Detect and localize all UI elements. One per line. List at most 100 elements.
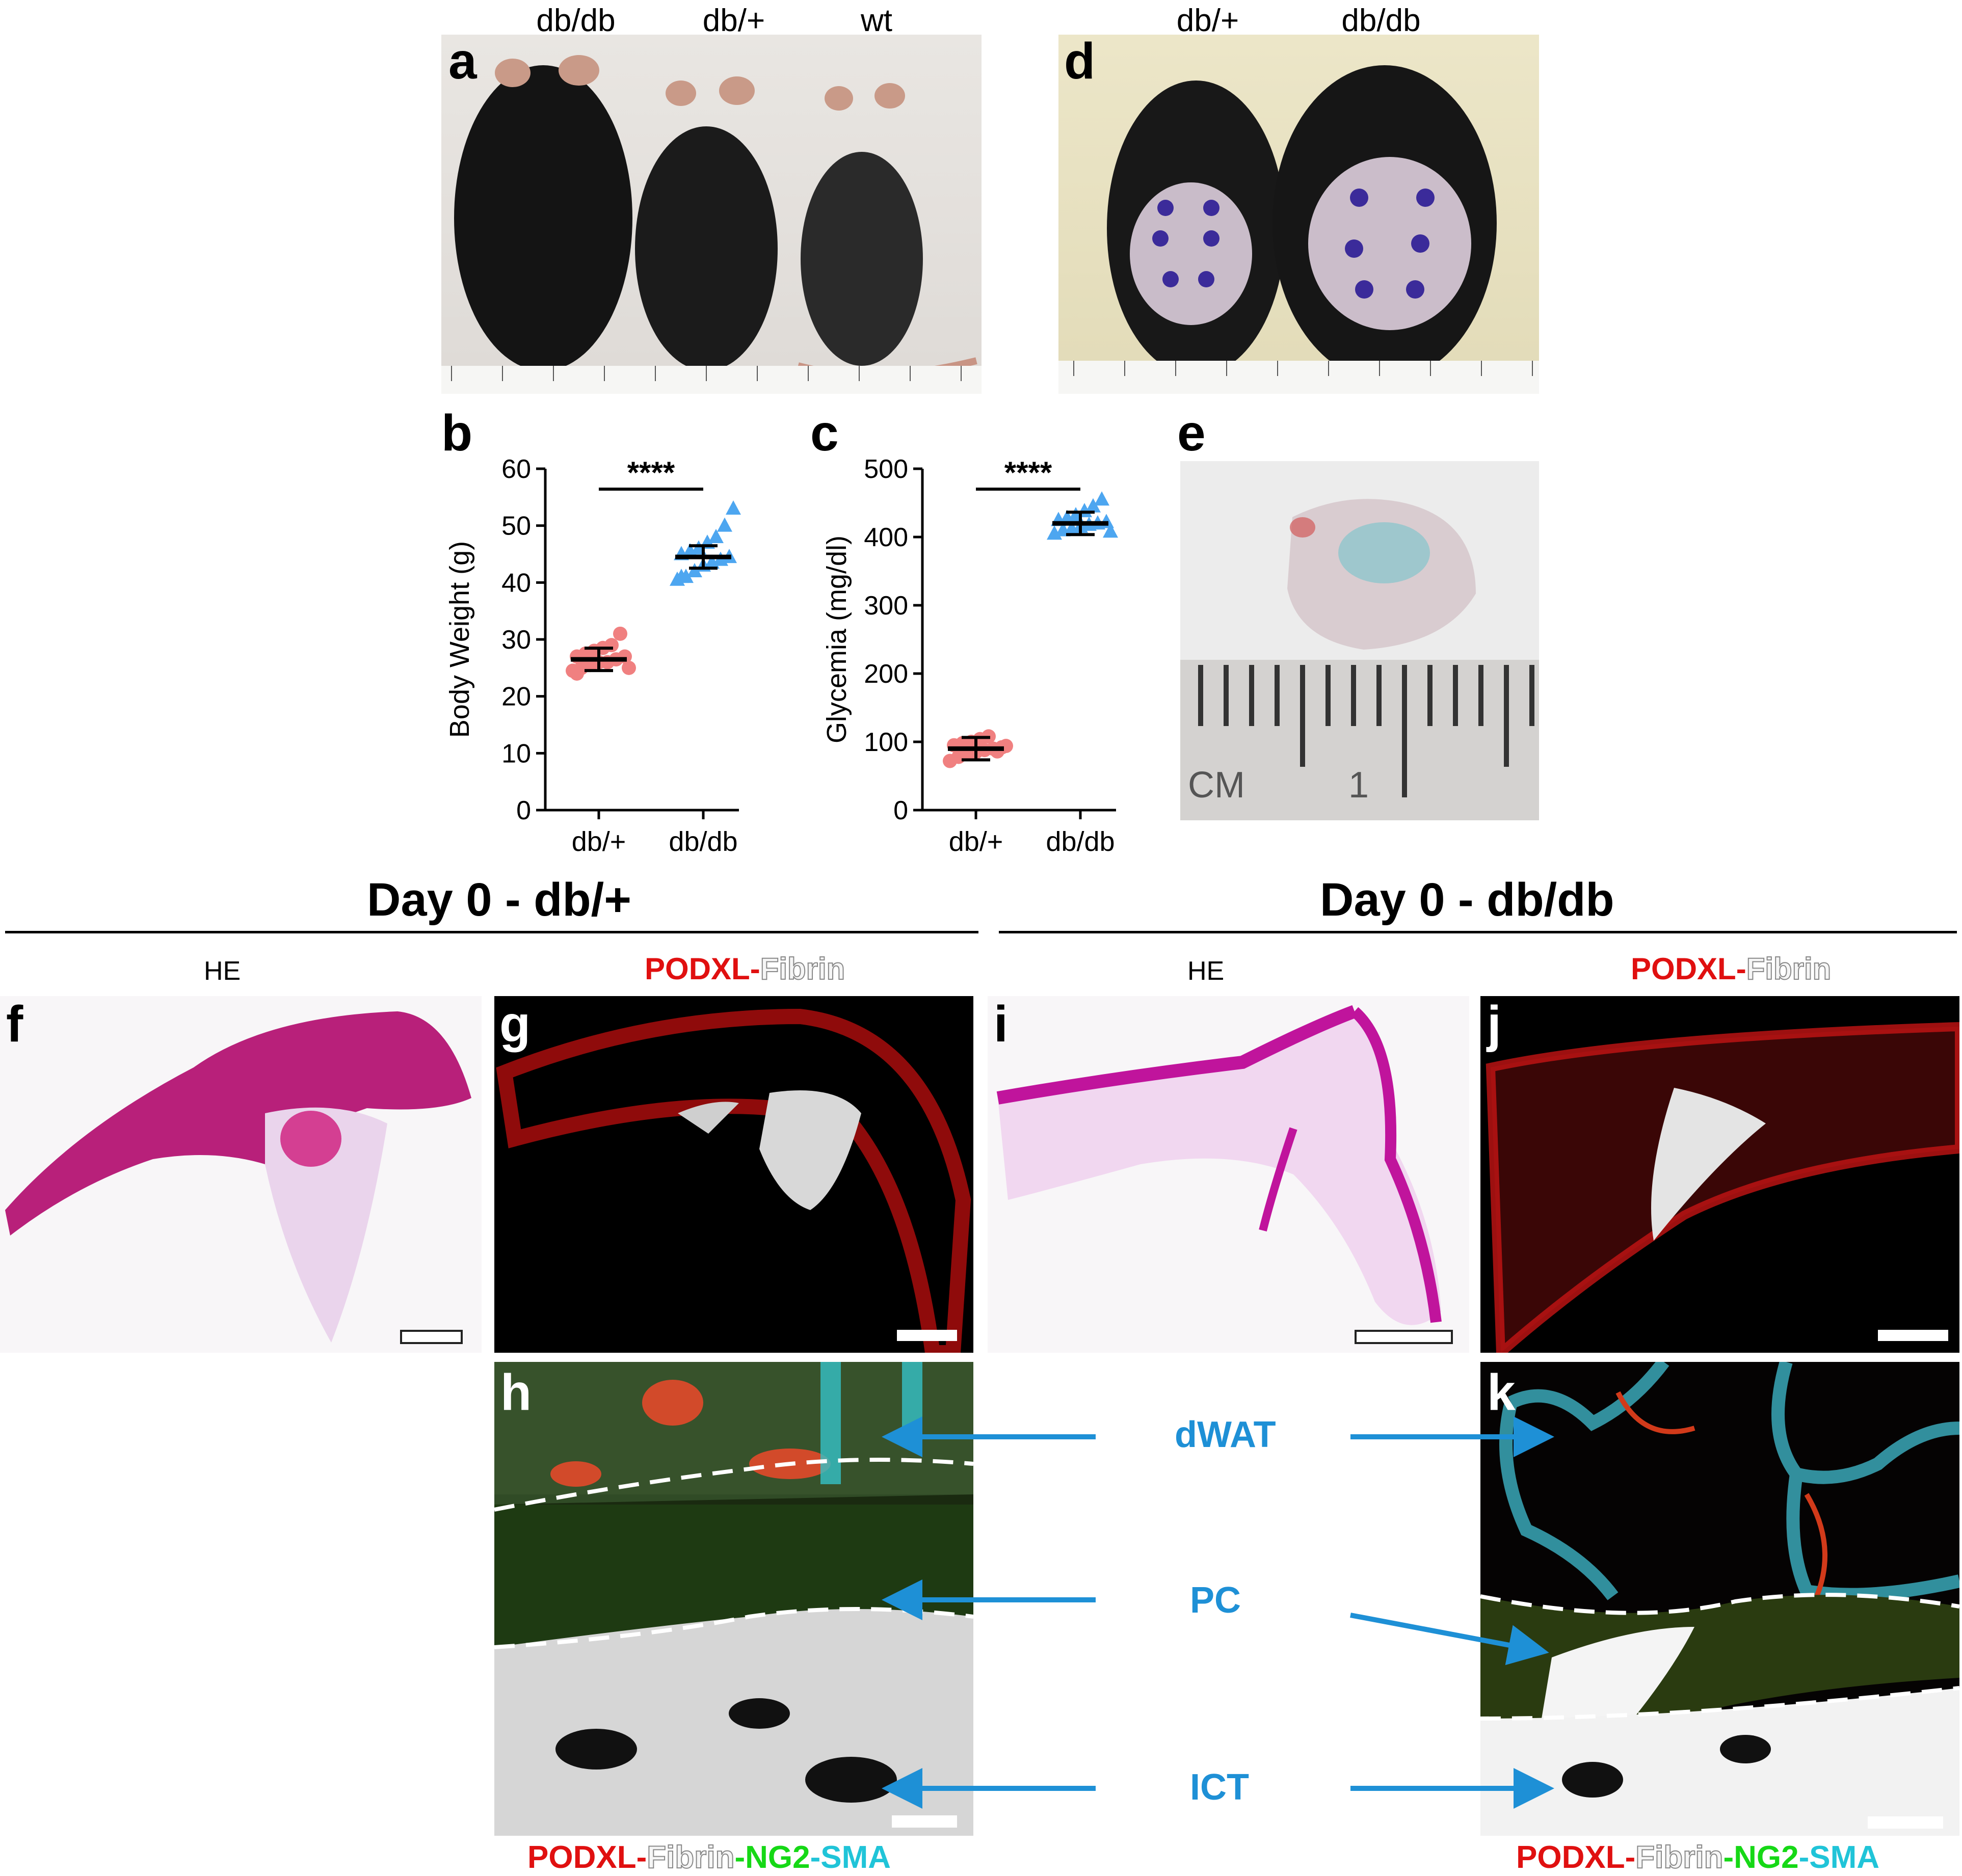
y-tick-label: 60 bbox=[501, 454, 531, 484]
y-tick-label: 400 bbox=[864, 523, 908, 552]
scale-bar bbox=[1868, 1816, 1943, 1829]
y-tick-label: 300 bbox=[864, 591, 908, 621]
y-tick-label: 50 bbox=[501, 512, 531, 541]
data-point bbox=[604, 638, 619, 653]
panel-d-label-dbplus: db/+ bbox=[1176, 3, 1239, 38]
data-point bbox=[726, 500, 741, 515]
stain-podxl: PODXL bbox=[1631, 952, 1736, 986]
podxl-fibrin-illustration bbox=[496, 1008, 971, 1353]
significance-label: **** bbox=[627, 455, 675, 490]
he-tissue-illustration bbox=[5, 1011, 471, 1343]
panel-j-stain-label: PODXL-Fibrin bbox=[1631, 952, 1832, 986]
stain-dash: - bbox=[1723, 1840, 1734, 1875]
stain-fibrin: Fibrin bbox=[760, 952, 846, 986]
panel-k-letter: k bbox=[1487, 1364, 1516, 1421]
data-point bbox=[613, 626, 627, 641]
section-title-right: Day 0 - db/db bbox=[1320, 874, 1614, 926]
data-point bbox=[570, 666, 584, 681]
y-tick-label: 100 bbox=[864, 728, 908, 757]
panel-a-letter: a bbox=[448, 33, 477, 90]
layer-label-dwat: dWAT bbox=[1175, 1414, 1276, 1455]
y-axis-label: Glycemia (mg/dl) bbox=[821, 535, 852, 743]
data-point bbox=[1103, 523, 1118, 538]
y-tick-label: 20 bbox=[501, 682, 531, 712]
panel-d-label-dbdb: db/db bbox=[1341, 3, 1421, 38]
stain-podxl: PODXL bbox=[645, 952, 750, 986]
panel-a-label-dbplus: db/+ bbox=[702, 3, 765, 38]
x-tick-label: db/db bbox=[1046, 826, 1115, 857]
y-tick-label: 200 bbox=[864, 659, 908, 689]
panel-i-stain-label: HE bbox=[1187, 956, 1225, 986]
section-title-left: Day 0 - db/+ bbox=[367, 874, 631, 926]
stain-dash: - bbox=[1625, 1840, 1636, 1875]
y-tick-label: 40 bbox=[501, 568, 531, 598]
x-tick-label: db/db bbox=[669, 826, 737, 857]
stain-podxl: PODXL bbox=[1516, 1840, 1625, 1875]
stain-dash: - bbox=[750, 952, 760, 986]
data-point bbox=[622, 660, 636, 675]
panel-a-mice-photo bbox=[441, 35, 982, 394]
scale-bar bbox=[400, 1330, 463, 1344]
panel-e-wound-photo: CM 1 bbox=[1180, 461, 1539, 820]
ruler-mark-label: 1 bbox=[1348, 765, 1369, 806]
x-tick-label: db/+ bbox=[949, 826, 1003, 857]
stain-dash: - bbox=[734, 1840, 746, 1875]
stain-dash: - bbox=[636, 1840, 647, 1875]
glycemia-chart: Glycemia (mg/dl) 0 100 200 300 400 500 db/+ db/d… bbox=[821, 454, 1118, 857]
panel-i-he-image bbox=[988, 996, 1469, 1353]
panel-j-fluorescence-image bbox=[1480, 996, 1959, 1353]
significance-label: **** bbox=[1004, 455, 1052, 490]
panel-c-letter: c bbox=[810, 405, 839, 462]
stain-sma: SMA bbox=[820, 1840, 891, 1875]
panel-h-letter: h bbox=[500, 1364, 532, 1421]
panel-d-mice-photo bbox=[1058, 35, 1539, 394]
y-tick-label: 500 bbox=[864, 454, 908, 484]
scale-bar bbox=[892, 1815, 957, 1828]
he-tissue-illustration bbox=[996, 1005, 1442, 1325]
scale-bar bbox=[897, 1330, 957, 1341]
data-point bbox=[687, 563, 702, 577]
body-weight-chart: Body Weight (g) 0 10 20 30 40 50 60 db/+ db/db ***… bbox=[444, 454, 741, 857]
stain-ng2: NG2 bbox=[745, 1840, 810, 1875]
quad-stain-illustration bbox=[494, 1362, 973, 1836]
stain-fibrin: Fibrin bbox=[646, 1840, 735, 1875]
panel-d-letter: d bbox=[1064, 33, 1096, 90]
wound-tissue-illustration bbox=[1180, 461, 1539, 820]
y-axis-label: Body Weight (g) bbox=[444, 541, 475, 738]
podxl-fibrin-illustration bbox=[1486, 1022, 1959, 1353]
section-divider-right bbox=[999, 931, 1957, 933]
panel-e-letter: e bbox=[1177, 405, 1206, 462]
scale-bar bbox=[1355, 1330, 1453, 1344]
panel-g-fluorescence-image bbox=[494, 996, 973, 1353]
panel-g-stain-label: PODXL-Fibrin bbox=[645, 952, 846, 986]
data-point bbox=[1094, 491, 1109, 506]
panel-j-letter: j bbox=[1487, 996, 1501, 1053]
data-point bbox=[1085, 498, 1101, 513]
y-tick-label: 30 bbox=[501, 625, 531, 655]
panel-k-stain-label: PODXL-Fibrin-NG2-SMA bbox=[1516, 1840, 1880, 1875]
panel-i-letter: i bbox=[994, 996, 1008, 1053]
panel-g-letter: g bbox=[499, 996, 531, 1053]
data-point bbox=[708, 529, 724, 543]
stain-dash: - bbox=[1798, 1840, 1810, 1875]
data-point bbox=[717, 517, 732, 532]
panel-a-label-wt: wt bbox=[861, 3, 892, 38]
panel-f-he-image bbox=[0, 996, 482, 1353]
panel-k-fluorescence-image bbox=[1480, 1362, 1959, 1836]
stain-ng2: NG2 bbox=[1734, 1840, 1799, 1875]
panel-f-letter: f bbox=[6, 996, 23, 1053]
quad-stain-illustration bbox=[1480, 1362, 1959, 1836]
y-tick-label: 10 bbox=[501, 739, 531, 768]
ruler-unit-label: CM bbox=[1188, 765, 1245, 806]
layer-label-pc: PC bbox=[1190, 1580, 1241, 1621]
panel-h-stain-label: PODXL-Fibrin-NG2-SMA bbox=[527, 1840, 891, 1875]
mice-illustration bbox=[441, 55, 982, 394]
stain-fibrin: Fibrin bbox=[1746, 952, 1832, 986]
stain-dash: - bbox=[1736, 952, 1746, 986]
stain-sma: SMA bbox=[1809, 1840, 1880, 1875]
stain-podxl: PODXL bbox=[527, 1840, 637, 1875]
panel-a-label-dbdb: db/db bbox=[536, 3, 616, 38]
y-tick-label: 0 bbox=[893, 796, 908, 825]
stain-fibrin: Fibrin bbox=[1635, 1840, 1724, 1875]
section-divider-left bbox=[5, 931, 978, 933]
